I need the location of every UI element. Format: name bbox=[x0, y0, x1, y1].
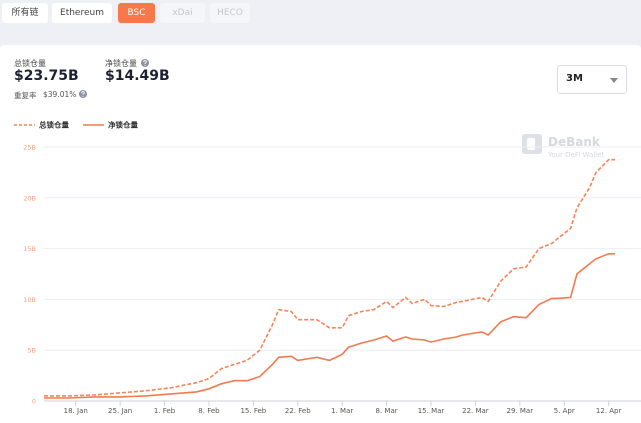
card bbox=[0, 45, 641, 423]
series-line bbox=[44, 158, 615, 397]
repeat-label: 重复率 bbox=[14, 91, 37, 100]
x-tick-label: 18. Jan bbox=[64, 407, 88, 415]
stat-value: $14.49B bbox=[105, 68, 170, 84]
stat-label: 净锁仓量 bbox=[105, 59, 137, 68]
x-tick-label: 15. Mar bbox=[418, 407, 445, 415]
x-tick-label: 22. Feb bbox=[285, 407, 311, 415]
stat-value: $23.75B bbox=[14, 68, 79, 84]
x-tick-label: 22. Mar bbox=[462, 407, 489, 415]
x-tick-label: 29. Mar bbox=[507, 407, 534, 415]
x-tick-label: 8. Feb bbox=[198, 407, 220, 415]
watermark-brand: DeBank bbox=[548, 135, 601, 149]
tab: xDai bbox=[160, 3, 205, 23]
y-tick-label: 10B bbox=[23, 296, 36, 304]
tab: HECO bbox=[210, 3, 250, 23]
stat-label: 总锁仓量 bbox=[14, 59, 46, 68]
range-select[interactable]: 3M bbox=[557, 65, 627, 94]
x-tick-label: 1. Mar bbox=[331, 407, 353, 415]
tab[interactable]: BSC bbox=[118, 3, 155, 23]
x-tick-label: 15. Feb bbox=[240, 407, 266, 415]
watermark-tagline: Your DeFi Wallet bbox=[547, 151, 605, 159]
y-tick-label: 20B bbox=[23, 194, 36, 202]
legend-label: 总锁仓量 bbox=[39, 120, 69, 130]
x-tick-label: 5. Apr bbox=[554, 407, 575, 415]
y-tick-label: 5B bbox=[27, 347, 36, 355]
y-tick-label: 15B bbox=[23, 245, 36, 253]
x-tick-label: 1. Feb bbox=[154, 407, 176, 415]
dropdown-arrow bbox=[610, 78, 618, 83]
tab[interactable]: Ethereum bbox=[52, 3, 112, 23]
help-icon[interactable] bbox=[141, 59, 149, 67]
watermark-logo bbox=[522, 134, 542, 154]
y-tick-label: 25B bbox=[23, 144, 36, 152]
repeat-value: $39.01% bbox=[43, 90, 77, 99]
tab[interactable]: 所有链 bbox=[2, 3, 48, 23]
range-value: 3M bbox=[566, 73, 583, 84]
series-line bbox=[44, 253, 615, 399]
legend-label: 净锁仓量 bbox=[108, 120, 138, 130]
y-tick-label: 0 bbox=[32, 398, 36, 406]
x-tick-label: 12. Apr bbox=[596, 407, 622, 415]
x-tick-label: 8. Mar bbox=[376, 407, 398, 415]
x-tick-label: 25. Jan bbox=[108, 407, 132, 415]
help-icon[interactable] bbox=[79, 90, 87, 98]
